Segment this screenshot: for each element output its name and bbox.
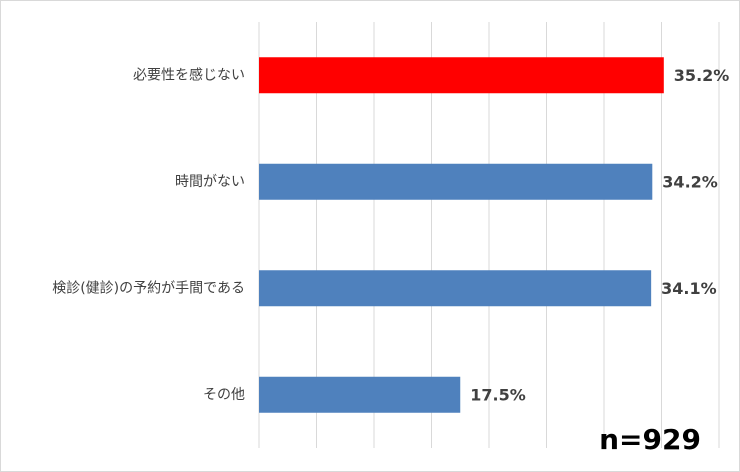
value-label: 34.1% — [661, 279, 717, 298]
category-label: その他 — [203, 387, 245, 403]
value-label: 17.5% — [470, 385, 526, 404]
bar — [259, 57, 664, 94]
value-label: 35.2% — [674, 66, 730, 85]
category-label: 必要性を感じない — [133, 66, 245, 83]
bar — [259, 163, 653, 200]
bar — [259, 270, 652, 307]
value-label: 34.2% — [662, 172, 718, 191]
bar — [259, 376, 461, 413]
category-label: 検診(健診)の予約が手間である — [52, 280, 245, 296]
category-label: 時間がない — [175, 174, 245, 190]
sample-size: n=929 — [599, 423, 701, 456]
